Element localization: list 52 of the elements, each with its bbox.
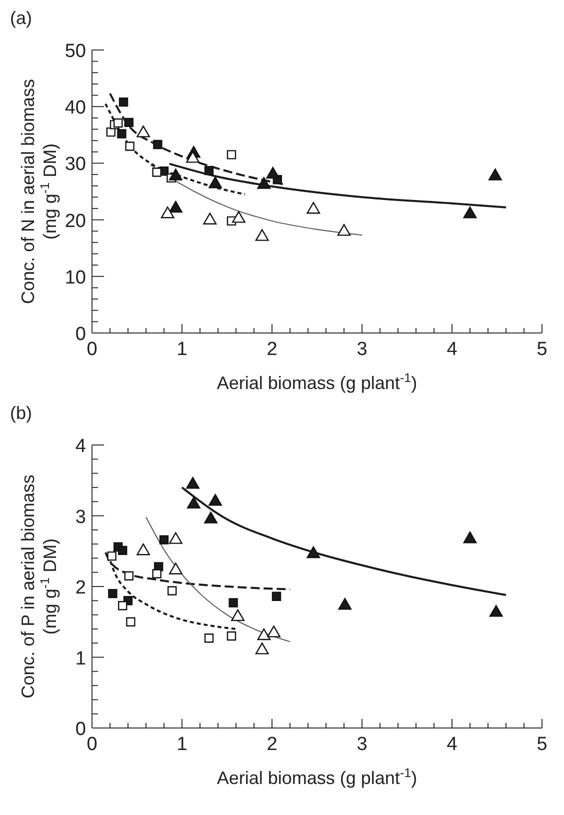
point — [169, 532, 182, 544]
chart-title: (b) — [10, 403, 32, 424]
x-tick-label: 1 — [176, 339, 188, 360]
point — [489, 605, 503, 617]
y-tick-label: 0 — [75, 324, 86, 345]
x-tick-label: 3 — [356, 339, 368, 360]
point — [169, 562, 182, 574]
point — [136, 544, 150, 556]
point — [231, 609, 244, 622]
point — [118, 546, 128, 556]
y-tick-label: 1 — [75, 648, 86, 670]
y-tick-label: 20 — [64, 210, 86, 232]
chart-title: (a) — [10, 8, 32, 29]
x-tick-label: 1 — [176, 734, 188, 755]
point — [204, 634, 214, 643]
y-tick-label: 3 — [75, 506, 86, 528]
x-tick-label: 5 — [536, 339, 548, 360]
point — [208, 494, 222, 506]
point — [107, 551, 116, 561]
point — [126, 617, 136, 626]
line-series — [104, 102, 246, 196]
point — [204, 512, 218, 524]
y-tick-label: 4 — [75, 436, 86, 457]
point — [186, 477, 200, 489]
y-tick-label: 50 — [64, 41, 86, 62]
point — [226, 631, 236, 641]
point — [124, 571, 134, 580]
x-tick-label: 2 — [266, 339, 278, 360]
point — [306, 546, 320, 558]
y-tick-label: 10 — [64, 267, 86, 288]
point — [152, 569, 162, 578]
x-tick-label: 3 — [356, 734, 368, 755]
line-series — [146, 516, 290, 642]
point — [272, 592, 282, 602]
x-tick-label: 4 — [446, 734, 458, 755]
x-tick-label: 4 — [446, 339, 458, 360]
point — [187, 496, 200, 509]
y-tick-label: 30 — [64, 154, 86, 176]
point — [228, 598, 238, 608]
x-tick-label: 5 — [536, 734, 548, 755]
point — [118, 601, 128, 610]
point — [463, 531, 477, 544]
y-tick-label: 2 — [75, 578, 86, 598]
line-series — [150, 164, 362, 236]
point — [168, 586, 177, 596]
x-tick-label: 2 — [266, 734, 278, 755]
point — [108, 588, 118, 598]
x-axis-title: Aerial biomass (g plant$^{-1}$) — [216, 371, 418, 393]
y-tick-label: 0 — [75, 719, 86, 740]
y-tick-label: 40 — [64, 98, 86, 119]
x-axis-title: Aerial biomass (g plant$^{-1}$) — [216, 766, 418, 788]
point — [159, 535, 169, 544]
